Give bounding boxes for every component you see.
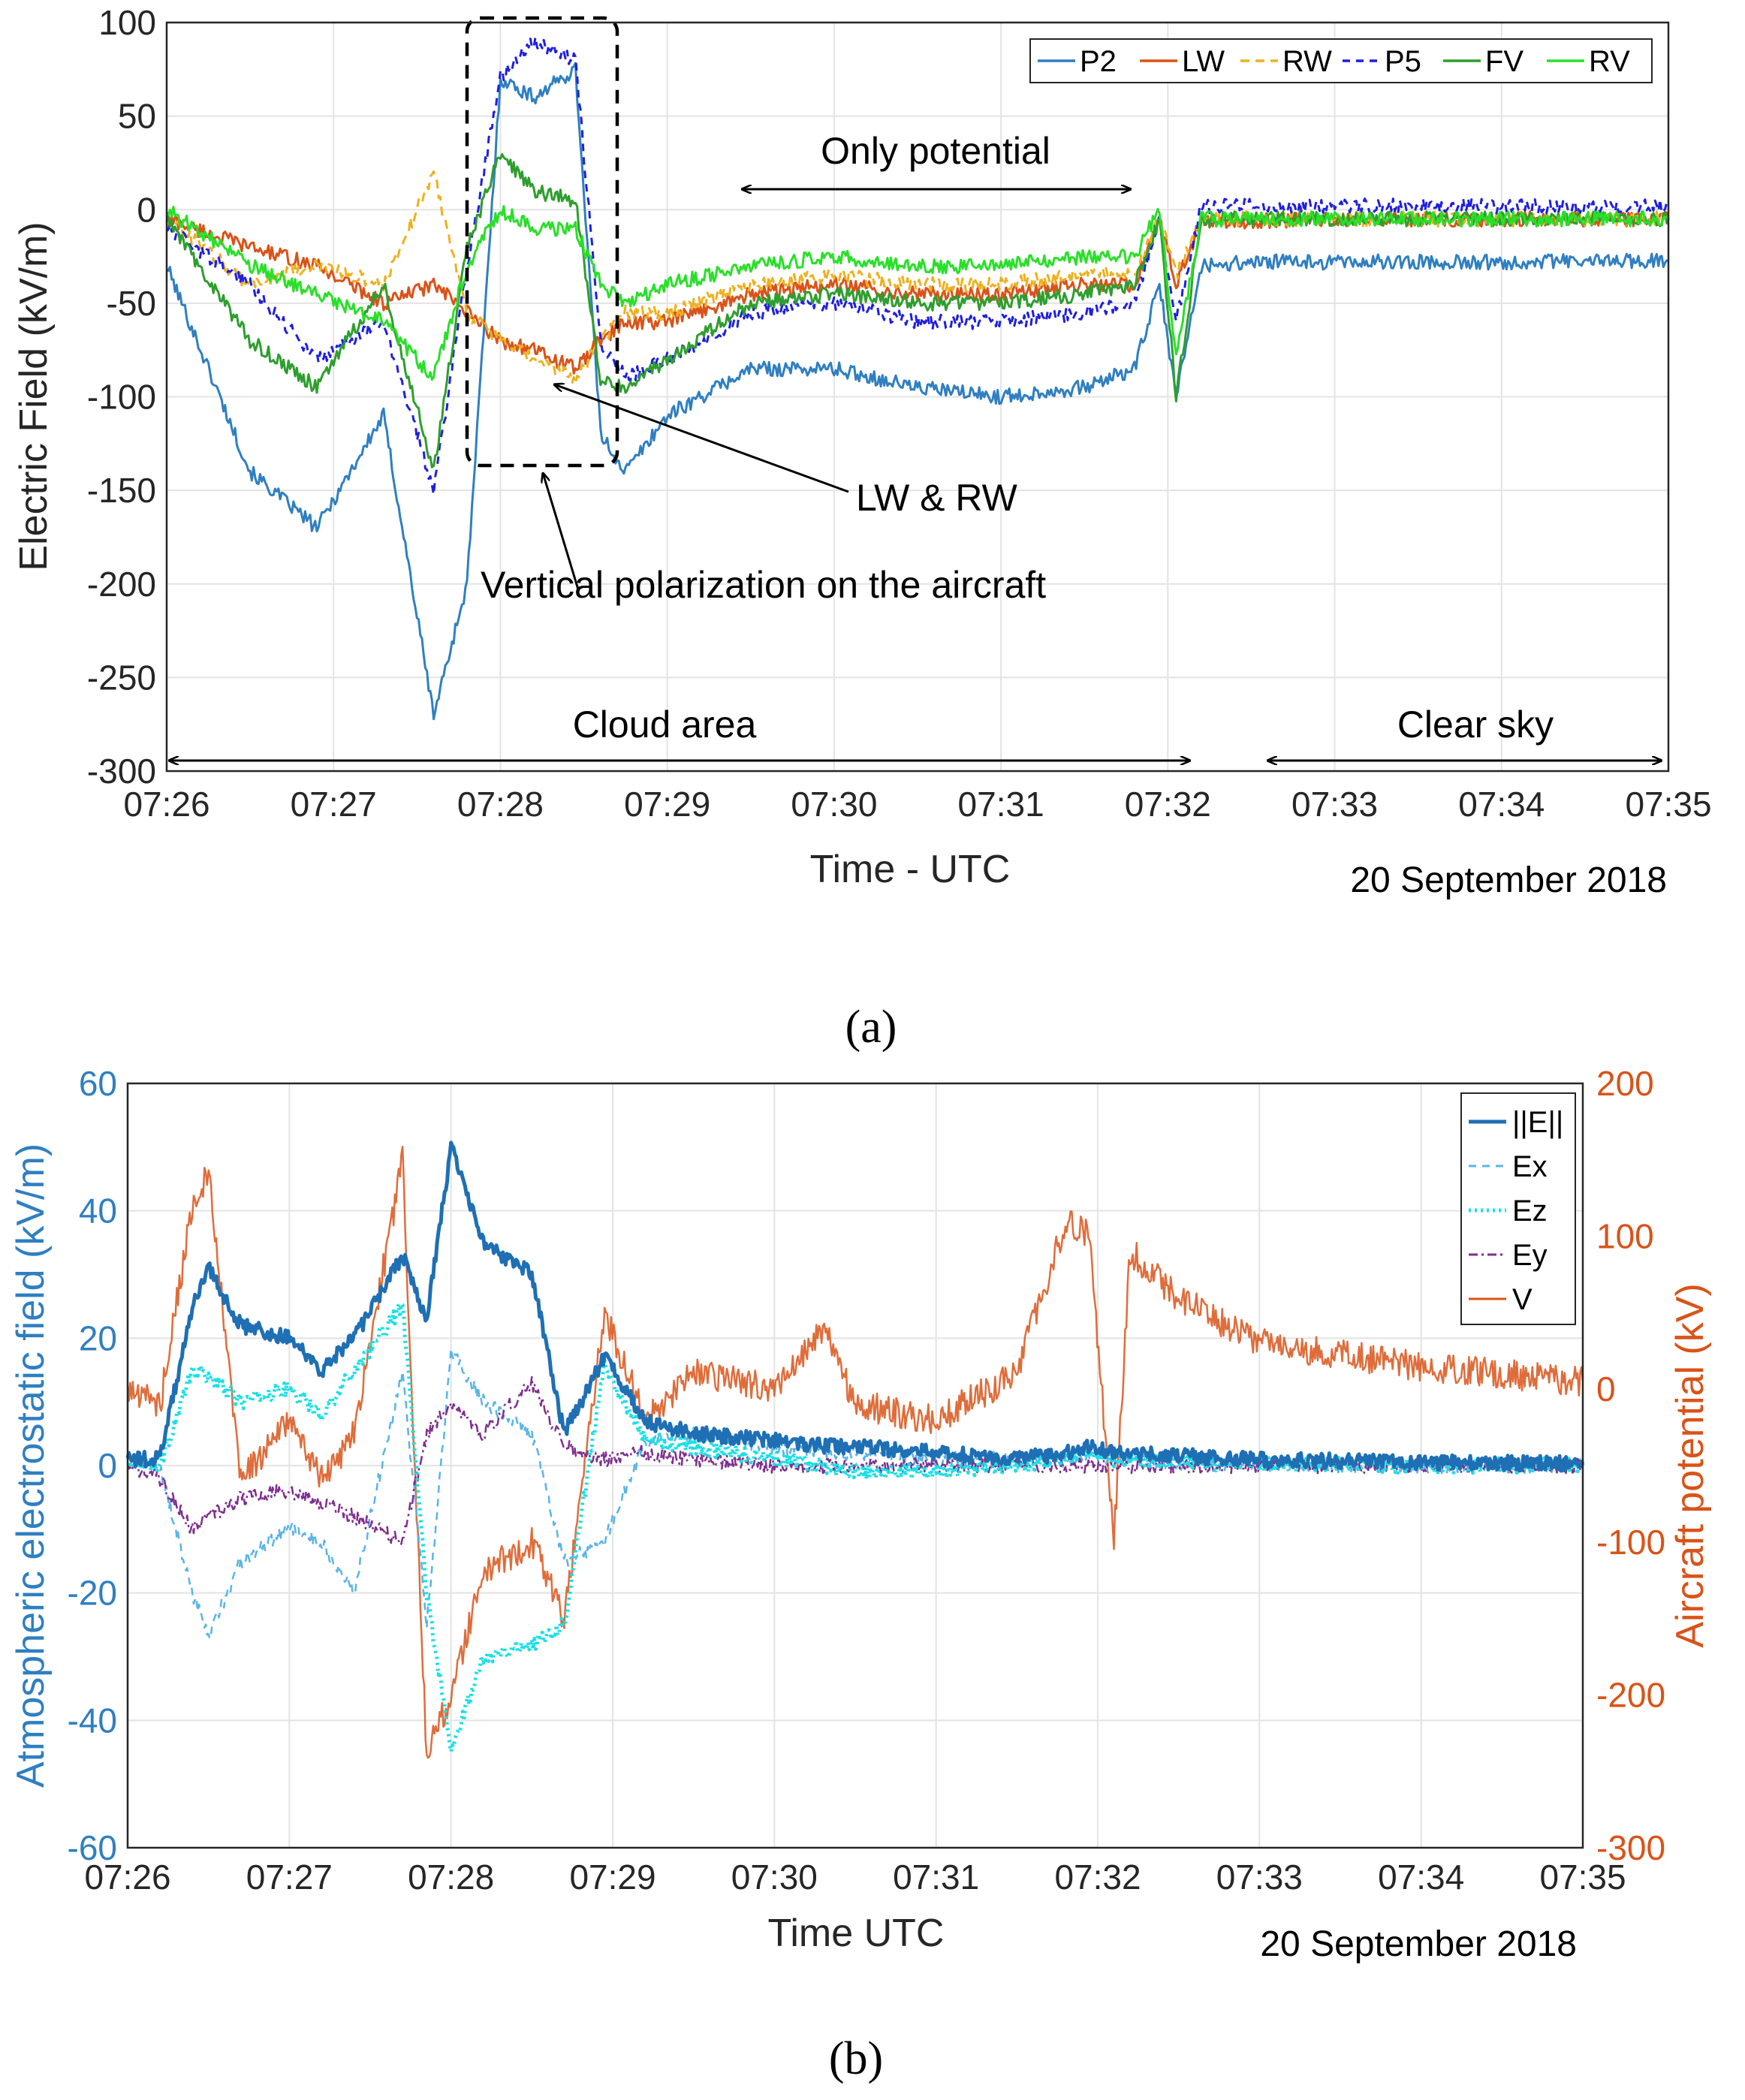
- b-x-tick-label: 07:30: [731, 1857, 818, 1897]
- b-series-line-ex: [127, 1347, 1584, 1641]
- a-y-tick-label: -50: [107, 284, 156, 323]
- b-y-right-tick-label: 100: [1596, 1217, 1654, 1256]
- b-x-tick-label: 07:31: [893, 1857, 979, 1897]
- b-legend-label: ||E||: [1512, 1106, 1563, 1139]
- a-y-tick-label: 50: [118, 97, 156, 136]
- a-legend-label: RV: [1589, 45, 1630, 78]
- a-y-tick-label: 0: [137, 190, 156, 229]
- b-series-line-v: [126, 1145, 1584, 1759]
- a-y-tick-label: -150: [87, 471, 156, 510]
- a-polarization-label: Vertical polarization on the aircraft: [481, 564, 1046, 606]
- b-y-left-tick-label: 20: [79, 1318, 117, 1357]
- b-series-line-e: [125, 1140, 1585, 1473]
- b-y-left-axis-label: Atmospheric electrostatic field (kV/m): [9, 1143, 53, 1788]
- a-plot-frame: [165, 21, 1670, 773]
- b-panel-label: (b): [829, 2033, 883, 2084]
- a-y-tick-label: -250: [87, 658, 156, 697]
- a-x-axis-label: Time - UTC: [810, 848, 1011, 891]
- a-series-group: [165, 35, 1670, 721]
- b-y-right-tick-label: -300: [1596, 1828, 1665, 1867]
- b-legend-label: V: [1512, 1283, 1533, 1316]
- b-y-right-tick-label: 200: [1596, 1064, 1654, 1103]
- b-x-tick-label: 07:27: [246, 1857, 333, 1897]
- a-y-tick-label: 100: [98, 3, 156, 42]
- a-x-tick-label: 07:26: [123, 785, 209, 824]
- a-date-label: 20 September 2018: [1350, 860, 1667, 900]
- a-clear-sky-label: Clear sky: [1397, 704, 1554, 746]
- b-ticks: 07:26 07:27 07:28 07:29 07:30 07:31 07:32 07:33…: [68, 1064, 1666, 1897]
- a-ticks: 07:26 07:27 07:28 07:29 07:30 07:31 07:32 07:33…: [87, 3, 1712, 824]
- panel-a: Only potential LW & RW Vertical polariza…: [12, 3, 1712, 1053]
- a-lw-rw-label: LW & RW: [856, 477, 1018, 519]
- b-x-tick-label: 07:26: [84, 1857, 170, 1897]
- panel-b: 07:26 07:27 07:28 07:29 07:30 07:31 07:32 07:33…: [9, 1064, 1712, 2084]
- a-x-tick-label: 07:31: [958, 785, 1044, 824]
- b-legend-label: Ex: [1512, 1150, 1548, 1183]
- b-y-left-tick-label: -40: [68, 1701, 117, 1740]
- b-x-tick-label: 07:34: [1378, 1857, 1464, 1897]
- a-y-tick-label: -300: [87, 752, 156, 791]
- a-x-tick-label: 07:30: [791, 785, 877, 824]
- a-x-tick-label: 07:28: [457, 785, 544, 824]
- b-y-right-tick-label: -200: [1596, 1675, 1665, 1714]
- b-legend-label: Ey: [1512, 1239, 1548, 1272]
- b-series-line-ez: [125, 1302, 1585, 1754]
- a-legend-label: P5: [1385, 45, 1421, 78]
- a-x-tick-label: 07:32: [1125, 785, 1211, 824]
- b-y-right-tick-label: -100: [1596, 1523, 1665, 1562]
- b-x-tick-label: 07:32: [1054, 1857, 1141, 1897]
- a-legend-label: P2: [1080, 45, 1117, 78]
- b-x-axis-label: Time UTC: [768, 1912, 945, 1955]
- a-x-tick-label: 07:29: [624, 785, 710, 824]
- a-panel-label: (a): [845, 1002, 897, 1053]
- b-series-group: [125, 1140, 1585, 1759]
- b-y-right-tick-label: 0: [1596, 1369, 1616, 1409]
- a-legend-label: FV: [1485, 45, 1523, 78]
- a-x-tick-label: 07:34: [1458, 785, 1545, 824]
- b-y-left-tick-label: -60: [68, 1828, 117, 1867]
- b-y-left-tick-label: 60: [79, 1064, 117, 1103]
- a-y-tick-label: -200: [87, 565, 156, 604]
- a-series-line-rv: [165, 205, 1670, 381]
- b-x-tick-label: 07:28: [408, 1857, 494, 1897]
- a-only-potential-label: Only potential: [821, 130, 1050, 172]
- b-x-tick-label: 07:35: [1539, 1857, 1626, 1897]
- a-x-tick-label: 07:33: [1291, 785, 1378, 824]
- a-x-tick-label: 07:27: [291, 785, 377, 824]
- a-cloud-area-label: Cloud area: [573, 704, 757, 746]
- a-y-axis-label: Electric Field (kV/m): [12, 221, 56, 571]
- b-y-left-tick-label: 0: [98, 1446, 117, 1485]
- a-x-tick-label: 07:35: [1625, 785, 1711, 824]
- b-y-left-tick-label: 40: [79, 1192, 117, 1231]
- b-legend-label: Ez: [1512, 1195, 1548, 1228]
- b-y-left-tick-label: -20: [68, 1574, 117, 1613]
- a-lw-rw-arrow: [554, 384, 849, 493]
- b-date-label: 20 September 2018: [1260, 1924, 1577, 1964]
- b-legend: ||E|| Ex Ez Ey V: [1460, 1092, 1576, 1325]
- a-legend-label: RW: [1282, 45, 1332, 78]
- b-x-tick-label: 07:29: [569, 1857, 656, 1897]
- a-y-tick-label: -100: [87, 378, 156, 417]
- a-legend-label: LW: [1182, 45, 1225, 78]
- a-series-line-p2: [165, 62, 1669, 721]
- a-legend: P2 LW RW P5 FV RV: [1029, 38, 1653, 83]
- b-y-right-axis-label: Aircraft potential (kV): [1668, 1283, 1712, 1648]
- b-plot-frame: [126, 1082, 1584, 1849]
- a-polarization-arrow: [543, 473, 580, 590]
- b-x-tick-label: 07:33: [1216, 1857, 1303, 1897]
